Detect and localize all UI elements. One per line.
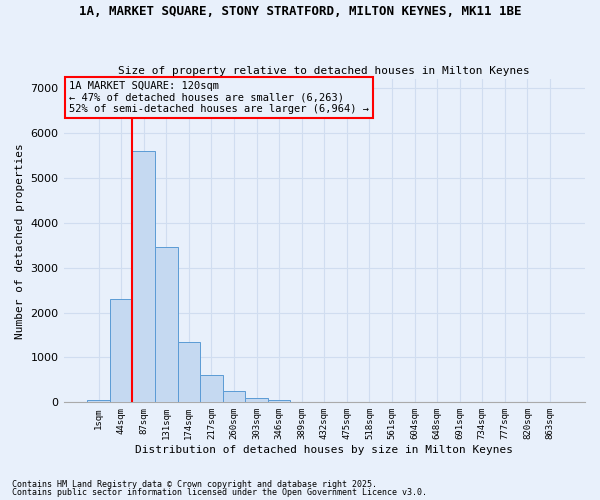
Bar	[268, 400, 290, 402]
Bar	[110, 299, 133, 403]
Title: Size of property relative to detached houses in Milton Keynes: Size of property relative to detached ho…	[118, 66, 530, 76]
X-axis label: Distribution of detached houses by size in Milton Keynes: Distribution of detached houses by size …	[135, 445, 513, 455]
Bar	[87, 400, 110, 402]
Text: 1A MARKET SQUARE: 120sqm
← 47% of detached houses are smaller (6,263)
52% of sem: 1A MARKET SQUARE: 120sqm ← 47% of detach…	[69, 80, 369, 114]
Text: 1A, MARKET SQUARE, STONY STRATFORD, MILTON KEYNES, MK11 1BE: 1A, MARKET SQUARE, STONY STRATFORD, MILT…	[79, 5, 521, 18]
Bar	[223, 391, 245, 402]
Bar	[155, 248, 178, 402]
Text: Contains HM Land Registry data © Crown copyright and database right 2025.: Contains HM Land Registry data © Crown c…	[12, 480, 377, 489]
Y-axis label: Number of detached properties: Number of detached properties	[15, 143, 25, 338]
Bar	[245, 398, 268, 402]
Bar	[200, 376, 223, 402]
Bar	[178, 342, 200, 402]
Text: Contains public sector information licensed under the Open Government Licence v3: Contains public sector information licen…	[12, 488, 427, 497]
Bar	[133, 151, 155, 403]
